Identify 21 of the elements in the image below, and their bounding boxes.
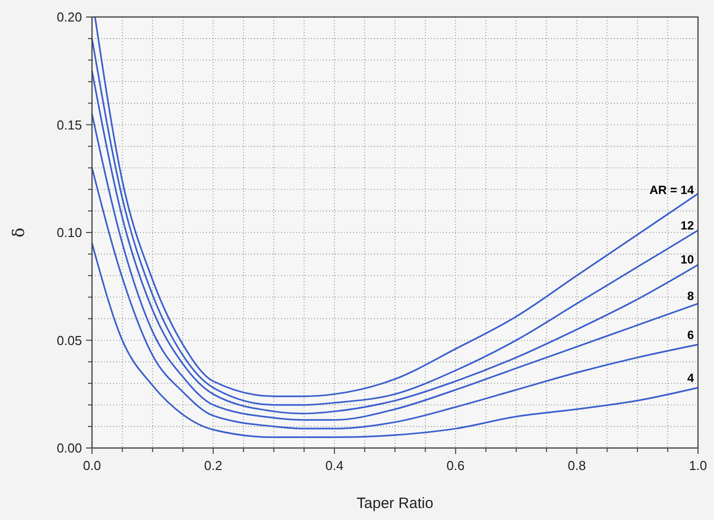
series-label: 12 (680, 218, 694, 233)
y-tick-label: 0.10 (56, 225, 82, 240)
series-label: 10 (680, 252, 694, 267)
y-tick-label: 0.20 (56, 10, 82, 24)
x-tick-label: 0.4 (325, 458, 344, 473)
x-tick-label: 0.0 (82, 458, 102, 473)
x-tick-label: 0.8 (568, 458, 586, 473)
y-tick-label: 0.00 (56, 440, 82, 456)
y-tick-label: 0.05 (56, 332, 82, 348)
x-axis-title: Taper Ratio (356, 495, 434, 512)
line-series (91, 167, 699, 430)
x-tick-label: 0.6 (446, 458, 465, 473)
series-label: 6 (687, 328, 694, 342)
y-tick-label: 0.15 (56, 117, 82, 132)
x-tick-label: 1.0 (688, 458, 708, 473)
series-label: 8 (687, 288, 694, 303)
series-label: 4 (687, 371, 694, 386)
line-series (91, 242, 699, 438)
y-axis-title: δ (9, 228, 28, 238)
series-label: AR = 14 (650, 182, 694, 197)
x-tick-label: 0.2 (204, 458, 222, 473)
